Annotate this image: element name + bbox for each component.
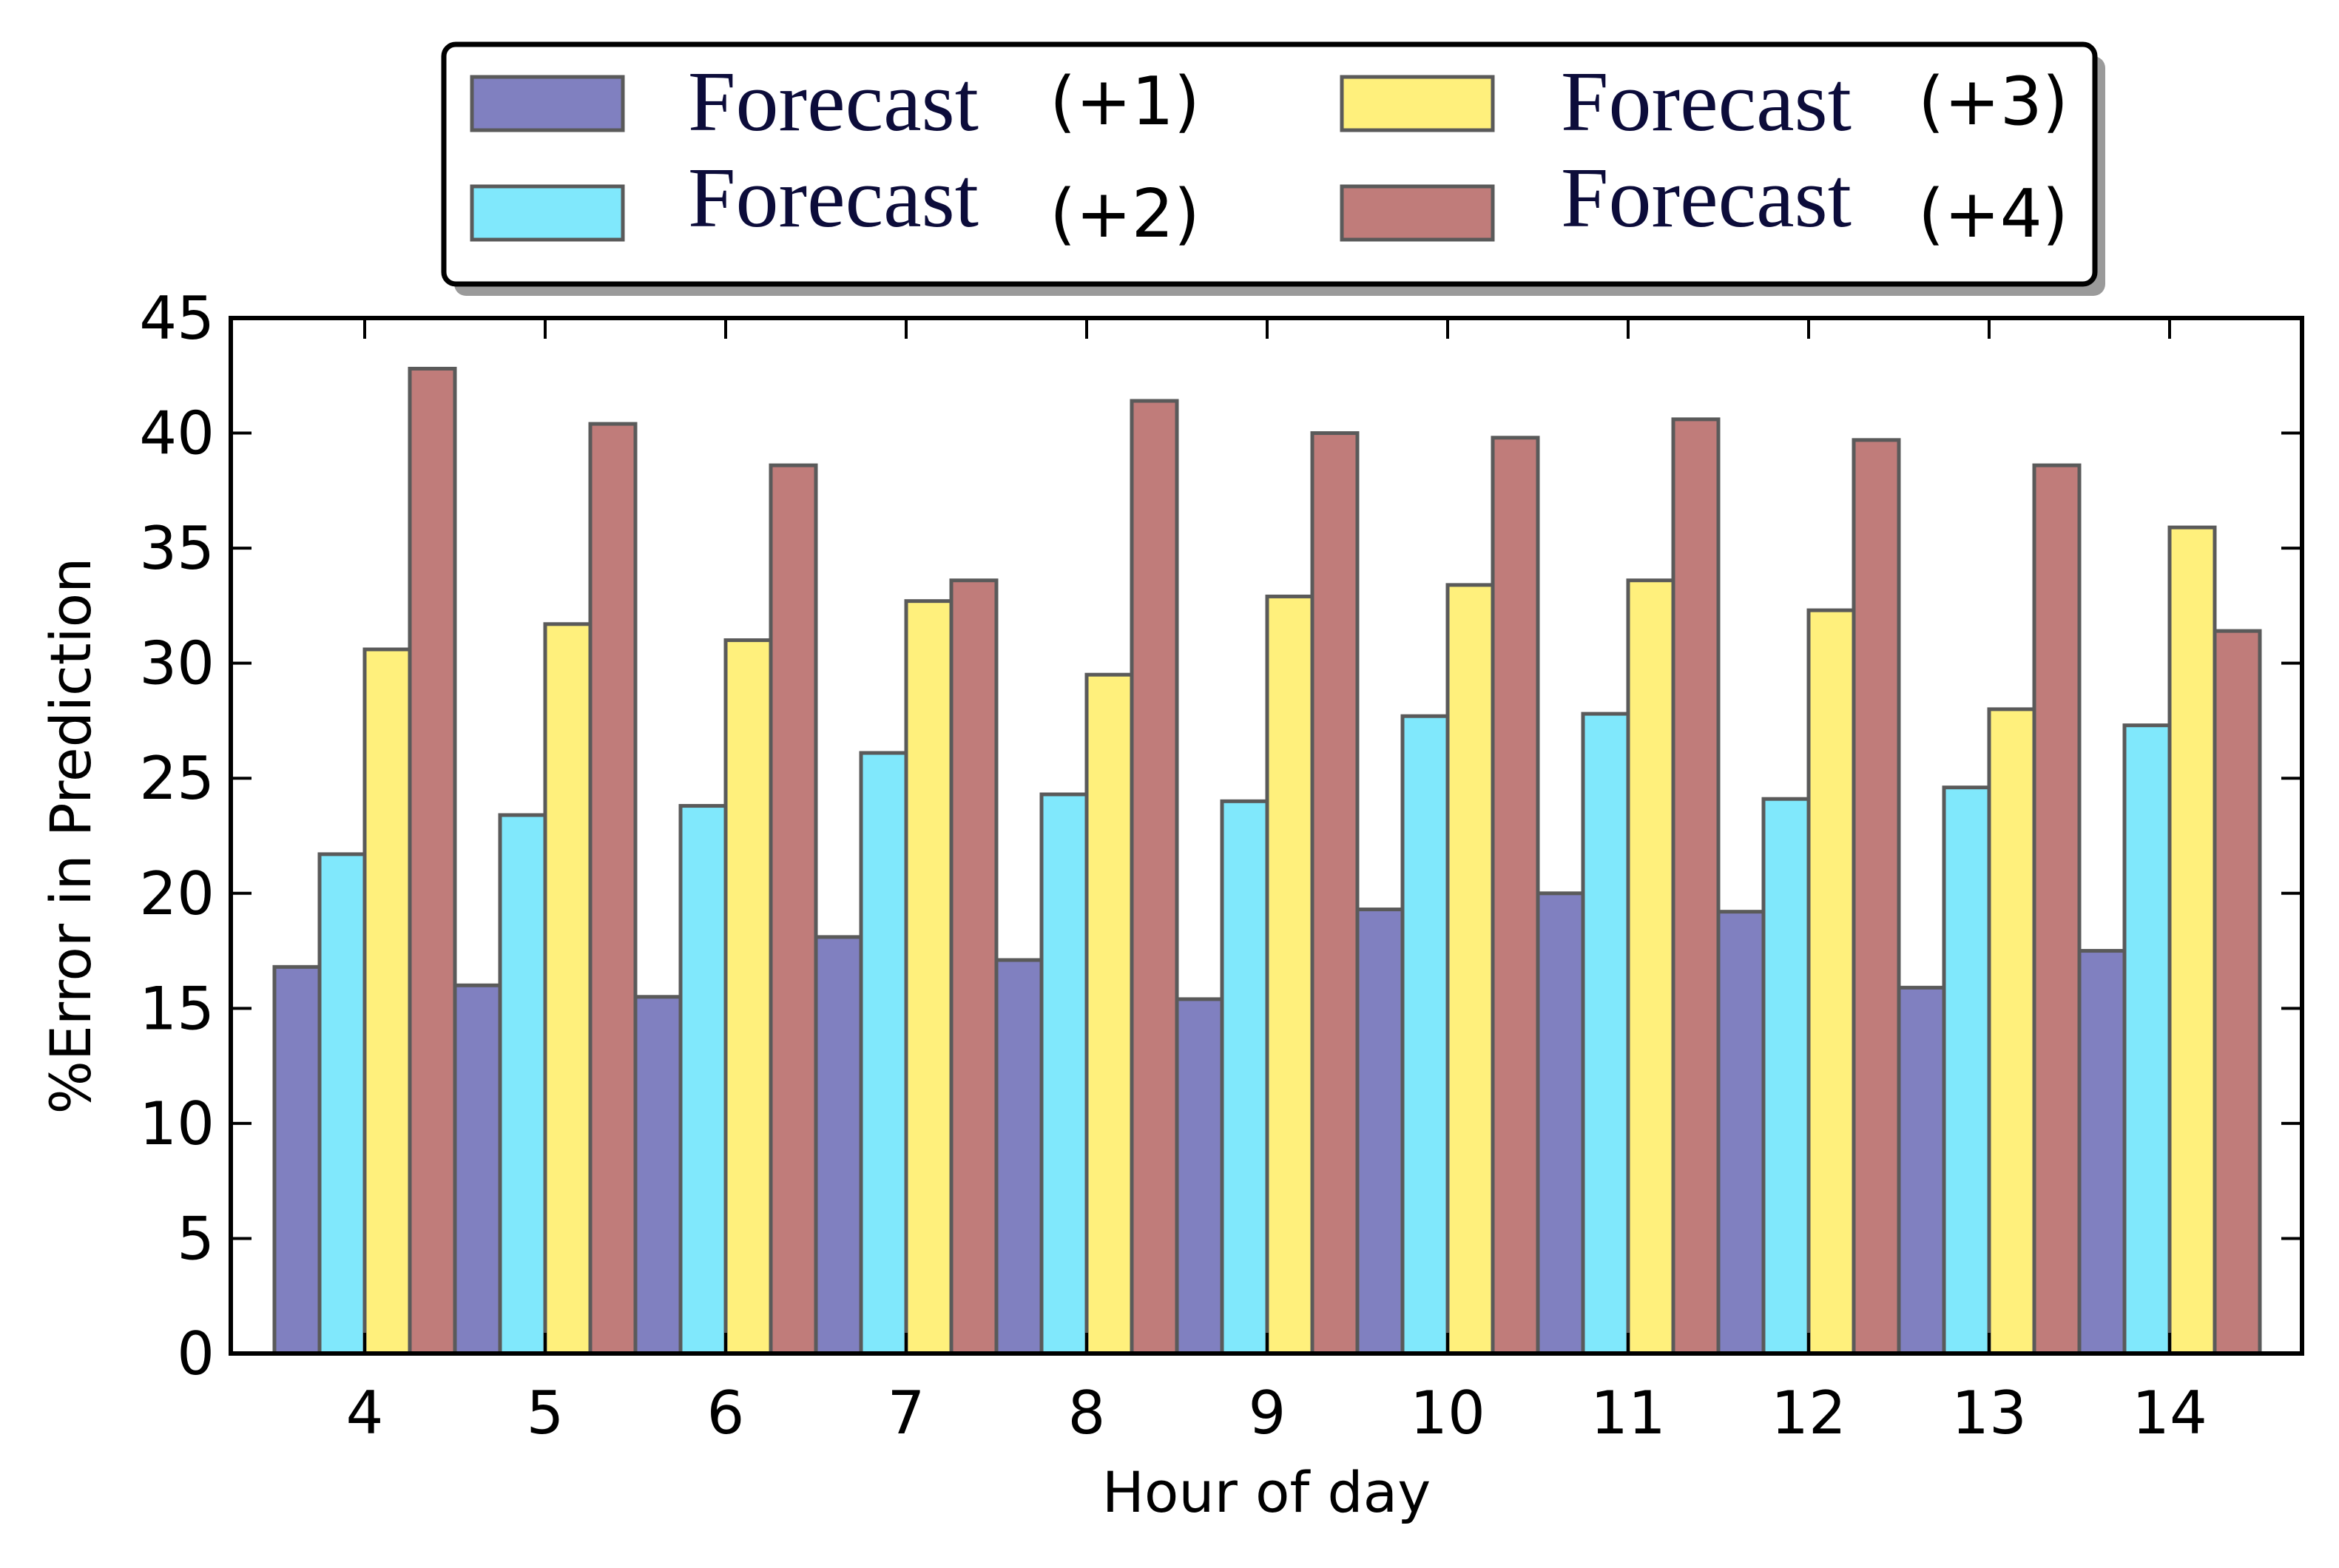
bar-series3-hour-13 (1987, 707, 2036, 1356)
bar-series3-hour-8 (1084, 672, 1134, 1356)
x-axis-label: Hour of day (1102, 1459, 1431, 1525)
legend-entry-4: Forecast (+4) (1340, 151, 2068, 253)
bar-series4-hour-11 (1671, 417, 1721, 1356)
y-tick-label: 15 (139, 974, 215, 1043)
y-axis: 0 5 10 15 20 25 30 35 40 45 (139, 284, 2302, 1388)
x-tick-label: 5 (527, 1379, 564, 1447)
bar-series1-hour-12 (1716, 910, 1766, 1356)
bar-series2-hour-5 (498, 813, 547, 1356)
bar-series2-hour-14 (2122, 723, 2172, 1356)
bar-series2-hour-9 (1220, 799, 1269, 1356)
legend-entry-3: Forecast (+3) (1340, 55, 2068, 149)
bar-series4-hour-14 (2213, 629, 2262, 1356)
y-tick-label: 0 (177, 1319, 215, 1388)
x-tick-label: 4 (346, 1379, 384, 1447)
x-tick-label: 10 (1410, 1379, 1485, 1447)
bar-series2-hour-11 (1581, 712, 1630, 1356)
y-tick-label: 5 (177, 1204, 215, 1273)
y-tick-label: 40 (139, 399, 215, 468)
bar-series1-hour-9 (1175, 997, 1224, 1356)
bar-series3-hour-10 (1445, 583, 1495, 1356)
legend-label-suffix: (+2) (1050, 175, 1200, 253)
bar-series4-hour-5 (588, 422, 638, 1356)
legend-label-word: Forecast (688, 55, 979, 149)
bar-series2-hour-12 (1761, 797, 1811, 1356)
bar-series3-hour-14 (2167, 525, 2217, 1356)
bar-series3-hour-7 (904, 599, 954, 1356)
legend-swatch (470, 184, 625, 242)
bar-series4-hour-6 (769, 463, 818, 1356)
bar-series2-hour-8 (1039, 792, 1089, 1356)
bar-series1-hour-7 (814, 935, 863, 1356)
bar-series4-hour-9 (1310, 431, 1360, 1356)
bar-series3-hour-5 (543, 622, 593, 1356)
bar-series1-hour-10 (1355, 908, 1405, 1356)
bar-series4-hour-7 (949, 578, 999, 1356)
legend-label-suffix: (+4) (1918, 175, 2068, 253)
y-tick-label: 30 (139, 629, 215, 698)
legend-label-word: Forecast (688, 151, 979, 246)
x-tick-label: 7 (888, 1379, 925, 1447)
y-axis-label: %Error in Prediction (38, 558, 104, 1115)
bar-series1-hour-5 (453, 983, 502, 1356)
bar-series1-hour-4 (272, 964, 322, 1356)
x-tick-label: 8 (1068, 1379, 1106, 1447)
y-tick-label: 20 (139, 859, 215, 928)
legend-swatch (1340, 184, 1495, 242)
bar-series1-hour-13 (1897, 985, 1946, 1356)
x-tick-label: 12 (1771, 1379, 1846, 1447)
x-axis: 4 5 6 7 8 9 10 11 12 13 14 (346, 318, 2207, 1447)
bar-series4-hour-8 (1130, 399, 1179, 1356)
bar-series4-hour-13 (2032, 463, 2082, 1356)
bar-series2-hour-10 (1400, 714, 1450, 1356)
y-tick-label: 10 (139, 1089, 215, 1158)
legend-label-word: Forecast (1561, 151, 1852, 246)
bar-series4-hour-4 (408, 366, 457, 1356)
bar-series2-hour-7 (859, 751, 908, 1356)
legend-label-word: Forecast (1561, 55, 1852, 149)
bar-series2-hour-6 (678, 804, 728, 1356)
legend-swatch (470, 75, 625, 132)
x-tick-label: 13 (1951, 1379, 2027, 1447)
bar-series3-hour-11 (1626, 578, 1675, 1356)
bar-series3-hour-6 (723, 638, 773, 1356)
legend: Forecast (+1)Forecast (+2)Forecast (+3)Fore… (441, 41, 2105, 296)
x-tick-label: 11 (1590, 1379, 1666, 1447)
bar-series3-hour-4 (362, 647, 412, 1356)
bar-series1-hour-8 (994, 958, 1044, 1356)
legend-entry-2: Forecast (+2) (470, 151, 1200, 253)
bar-series4-hour-10 (1491, 436, 1540, 1356)
x-tick-label: 9 (1249, 1379, 1286, 1447)
x-tick-label: 6 (707, 1379, 745, 1447)
bar-series1-hour-6 (633, 995, 683, 1356)
bar-series3-hour-9 (1265, 594, 1314, 1356)
bar-series1-hour-14 (2077, 949, 2127, 1356)
y-tick-label: 45 (139, 284, 215, 353)
x-tick-label: 14 (2132, 1379, 2207, 1447)
y-tick-label: 25 (139, 744, 215, 813)
bar-series2-hour-13 (1942, 785, 1991, 1356)
legend-entry-1: Forecast (+1) (470, 55, 1200, 149)
legend-label-suffix: (+3) (1918, 63, 2068, 141)
bars (272, 366, 2262, 1356)
y-tick-label: 35 (139, 514, 215, 583)
bar-series1-hour-11 (1536, 891, 1585, 1356)
bar-series3-hour-12 (1806, 608, 1856, 1356)
legend-swatch (1340, 75, 1495, 132)
bar-series4-hour-12 (1852, 438, 1901, 1356)
bar-series2-hour-4 (317, 852, 367, 1356)
legend-label-suffix: (+1) (1050, 63, 1200, 141)
legend-box (441, 41, 2098, 287)
